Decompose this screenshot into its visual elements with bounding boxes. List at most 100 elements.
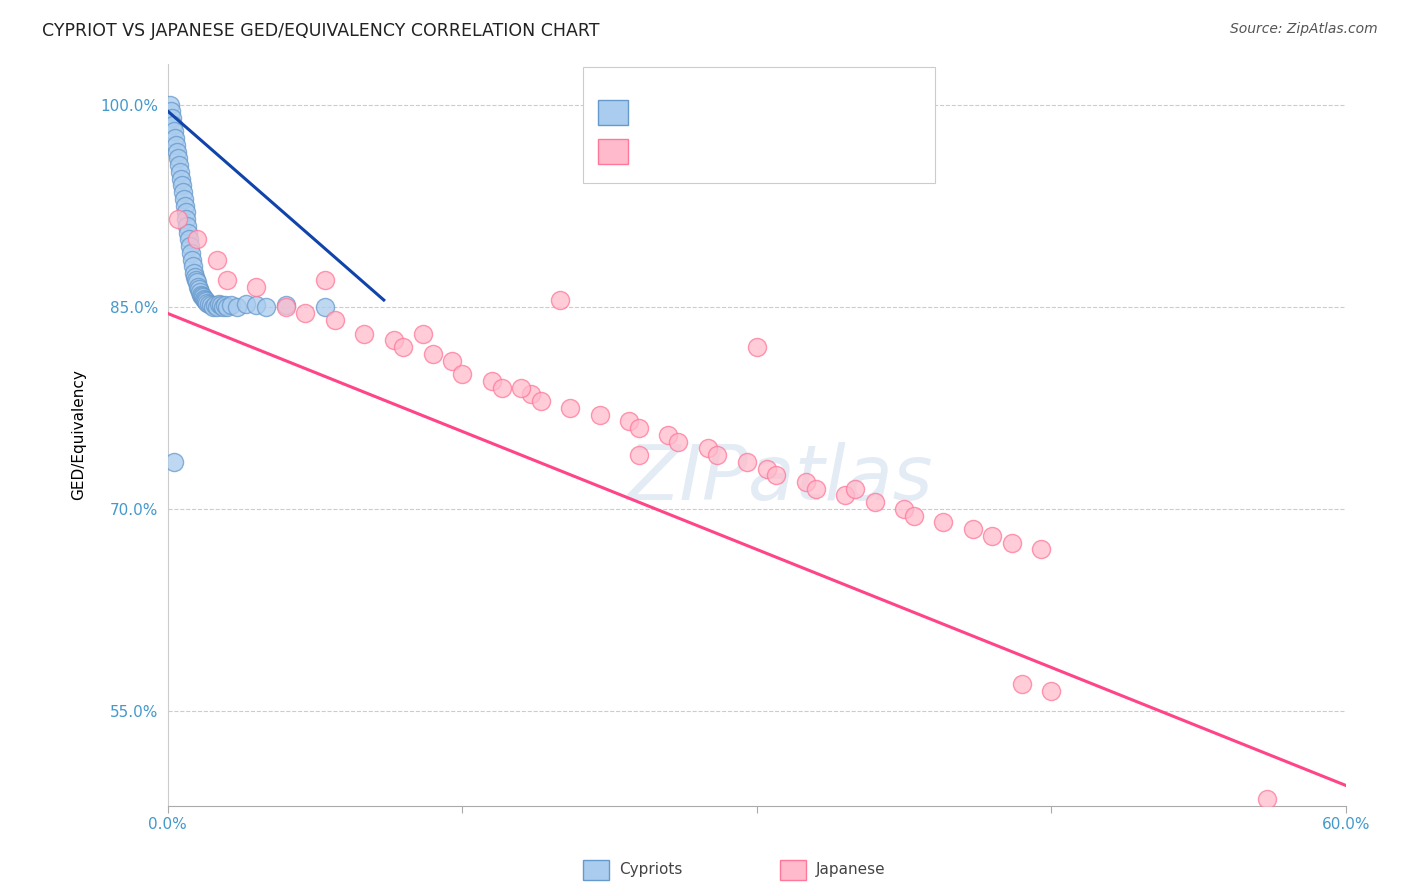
Point: [187, 279, 209, 293]
Point: [1011, 677, 1033, 691]
Point: [520, 387, 543, 401]
Y-axis label: GED/Equivalency: GED/Equivalency: [72, 369, 86, 500]
Point: [159, 97, 181, 112]
Point: [314, 273, 336, 287]
Point: [163, 124, 186, 138]
Point: [200, 298, 222, 312]
Point: [765, 468, 787, 483]
Point: [903, 508, 925, 523]
Text: Source: ZipAtlas.com: Source: ZipAtlas.com: [1230, 22, 1378, 37]
Point: [844, 482, 866, 496]
Point: [215, 300, 238, 314]
Point: [274, 300, 297, 314]
Point: [173, 199, 195, 213]
Point: [834, 488, 856, 502]
Point: [254, 300, 277, 314]
Point: [481, 374, 503, 388]
Point: [245, 298, 267, 312]
Point: [804, 482, 827, 496]
Text: 57: 57: [790, 103, 815, 121]
Point: [193, 292, 215, 306]
Point: [657, 427, 679, 442]
Point: [696, 442, 718, 456]
Point: [198, 297, 221, 311]
Text: R = -0.515   N =: R = -0.515 N =: [640, 143, 782, 161]
Point: [245, 279, 267, 293]
Point: [186, 232, 208, 246]
Point: [172, 185, 194, 199]
Point: [169, 165, 191, 179]
Point: [159, 104, 181, 119]
Point: [188, 282, 211, 296]
Point: [382, 334, 405, 348]
Point: [183, 260, 205, 274]
Text: CYPRIOT VS JAPANESE GED/EQUIVALENCY CORRELATION CHART: CYPRIOT VS JAPANESE GED/EQUIVALENCY CORR…: [42, 22, 600, 40]
Point: [1031, 542, 1053, 557]
Point: [225, 300, 247, 314]
Point: [932, 516, 955, 530]
Point: [706, 448, 728, 462]
Point: [205, 252, 228, 267]
Point: [180, 245, 202, 260]
Text: Cypriots: Cypriots: [619, 863, 682, 877]
Point: [204, 298, 226, 312]
Point: [211, 300, 233, 314]
Point: [166, 152, 188, 166]
Point: [893, 502, 915, 516]
Point: [208, 297, 231, 311]
Point: [412, 326, 434, 341]
Point: [169, 171, 191, 186]
Point: [174, 205, 197, 219]
Point: [745, 340, 768, 354]
Point: [274, 298, 297, 312]
Point: [167, 158, 190, 172]
Point: [166, 145, 188, 159]
Point: [1040, 684, 1063, 698]
Point: [177, 226, 200, 240]
Point: [589, 408, 612, 422]
Point: [863, 495, 886, 509]
Point: [201, 300, 224, 314]
Text: ZIPatlas: ZIPatlas: [627, 442, 934, 516]
Point: [491, 381, 513, 395]
Point: [219, 298, 242, 312]
Point: [195, 295, 218, 310]
Point: [160, 111, 183, 125]
Point: [560, 401, 582, 415]
Point: [186, 276, 208, 290]
Point: [176, 212, 198, 227]
Point: [166, 212, 188, 227]
Point: [209, 298, 232, 312]
Point: [165, 138, 187, 153]
Point: [186, 273, 208, 287]
Point: [179, 239, 201, 253]
Point: [176, 219, 198, 233]
Point: [422, 347, 444, 361]
Point: [962, 522, 984, 536]
Point: [323, 313, 346, 327]
Text: 50: 50: [790, 143, 815, 161]
Point: [392, 340, 415, 354]
Point: [205, 300, 228, 314]
Point: [353, 326, 375, 341]
Point: [195, 294, 218, 309]
Point: [314, 300, 336, 314]
Point: [530, 394, 553, 409]
Point: [451, 367, 474, 381]
Point: [294, 306, 316, 320]
Point: [441, 353, 464, 368]
Point: [179, 232, 201, 246]
Point: [163, 131, 186, 145]
Point: [550, 293, 572, 307]
Point: [627, 448, 650, 462]
Point: [193, 290, 215, 304]
Point: [1256, 792, 1278, 806]
Point: [183, 266, 205, 280]
Text: Japanese: Japanese: [815, 863, 886, 877]
Point: [162, 118, 184, 132]
Point: [170, 178, 193, 193]
Point: [510, 381, 533, 395]
Point: [755, 461, 778, 475]
Point: [184, 270, 207, 285]
Point: [215, 273, 238, 287]
